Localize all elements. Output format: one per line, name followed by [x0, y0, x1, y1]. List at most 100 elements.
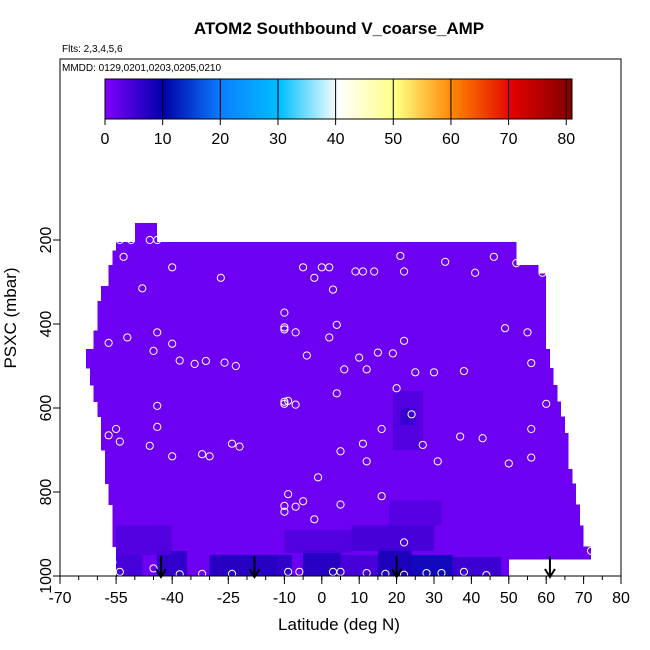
heatmap-cell	[303, 550, 341, 576]
colorbar-gradient	[104, 78, 573, 120]
sample-point	[291, 400, 300, 409]
y-tick-label: 400	[38, 311, 55, 338]
sample-point	[542, 399, 551, 408]
sample-point	[104, 431, 113, 440]
sample-point	[388, 349, 397, 358]
coverage-row	[101, 433, 569, 451]
sample-point	[336, 500, 345, 509]
sample-point	[373, 348, 382, 357]
heatmap-cell	[400, 408, 416, 425]
sample-point	[299, 263, 308, 272]
sample-point	[153, 422, 162, 431]
sample-point	[231, 361, 240, 371]
y-axis-title: PSXC (mbar)	[1, 267, 20, 368]
sample-point	[437, 568, 446, 578]
sample-point	[112, 424, 121, 434]
sample-point	[227, 439, 237, 448]
sample-point	[489, 252, 498, 261]
sample-point	[149, 564, 158, 573]
sample-point	[138, 284, 147, 293]
sample-point	[456, 432, 465, 441]
chart-title: ATOM2 Southbound V_coarse_AMP	[194, 19, 484, 38]
x-tick-label: -70	[48, 590, 71, 607]
sample-point	[504, 459, 513, 468]
sample-point	[291, 502, 300, 511]
arrow-marker	[248, 556, 261, 579]
colorbar-tick-label: 70	[500, 131, 518, 148]
sample-point	[123, 333, 132, 342]
x-tick-label: 40	[463, 590, 481, 607]
sample-point	[313, 473, 323, 482]
sample-point	[399, 267, 409, 276]
sample-point	[145, 441, 154, 450]
sample-point	[216, 273, 225, 282]
x-tick-label: 50	[500, 590, 518, 607]
coverage-row	[134, 223, 158, 243]
sample-point	[168, 339, 177, 348]
arrow-marker	[155, 556, 167, 579]
sample-point	[399, 570, 409, 579]
x-tick-label: -25	[217, 590, 240, 607]
coverage-row	[86, 349, 550, 369]
sample-point	[115, 235, 124, 245]
coverage-row	[104, 450, 569, 470]
sample-point	[478, 434, 487, 443]
x-tick-label: 30	[425, 590, 443, 607]
x-tick-label: 60	[537, 590, 555, 607]
heatmap	[86, 223, 592, 577]
sample-point	[396, 251, 405, 261]
sample-point	[355, 353, 364, 362]
sample-point	[418, 440, 427, 450]
sample-point	[381, 569, 390, 579]
coverage-row	[97, 300, 547, 331]
sample-point	[586, 546, 596, 555]
sample-point	[198, 450, 207, 459]
heatmap-cell	[389, 500, 442, 526]
colorbar-tick-label: 10	[154, 131, 172, 148]
sample-point	[149, 346, 158, 355]
sample-point	[433, 457, 442, 466]
flights-note: Flts: 2,3,4,5,6	[62, 44, 123, 55]
x-tick-label: 0	[317, 590, 326, 607]
sample-point	[175, 356, 184, 365]
y-tick-label: 600	[38, 395, 55, 422]
coverage-row	[93, 384, 558, 403]
sample-point	[126, 235, 136, 245]
sample-point	[153, 235, 162, 245]
sample-points	[104, 235, 596, 580]
sample-point	[284, 567, 293, 576]
sample-point	[332, 320, 341, 329]
colorbar-tick-label: 20	[211, 131, 229, 148]
sample-point	[168, 452, 177, 461]
heatmap-cell	[340, 555, 378, 576]
coverage-row	[108, 483, 577, 506]
sample-point	[429, 368, 439, 377]
heatmap-cell	[116, 525, 173, 555]
sample-point	[512, 259, 521, 268]
sample-point	[280, 325, 289, 334]
colorbar-tick-label: 30	[269, 131, 287, 148]
sample-point	[227, 569, 237, 579]
sample-point	[459, 366, 469, 376]
y-axis: 200 400 600 800 1000	[38, 59, 61, 594]
coverage-row	[93, 330, 547, 350]
colorbar-tick-label: 80	[557, 131, 575, 148]
sample-point	[220, 358, 229, 367]
sample-point	[205, 452, 214, 461]
sample-point	[500, 324, 510, 333]
coverage-row	[108, 273, 547, 287]
sample-point	[362, 457, 371, 466]
coverage-row	[101, 416, 565, 434]
coverage-row	[104, 468, 573, 485]
x-tick-label: 70	[575, 590, 593, 607]
sample-point	[523, 328, 532, 337]
sample-point	[336, 567, 345, 576]
sample-point	[377, 492, 386, 501]
y-tick-label: 800	[38, 479, 55, 506]
colorbar-tick-label: 0	[101, 131, 110, 148]
sample-point	[153, 328, 162, 337]
sample-point	[459, 567, 469, 576]
heatmap-cell	[116, 555, 143, 576]
sample-point	[411, 368, 420, 377]
sample-point	[358, 439, 368, 448]
